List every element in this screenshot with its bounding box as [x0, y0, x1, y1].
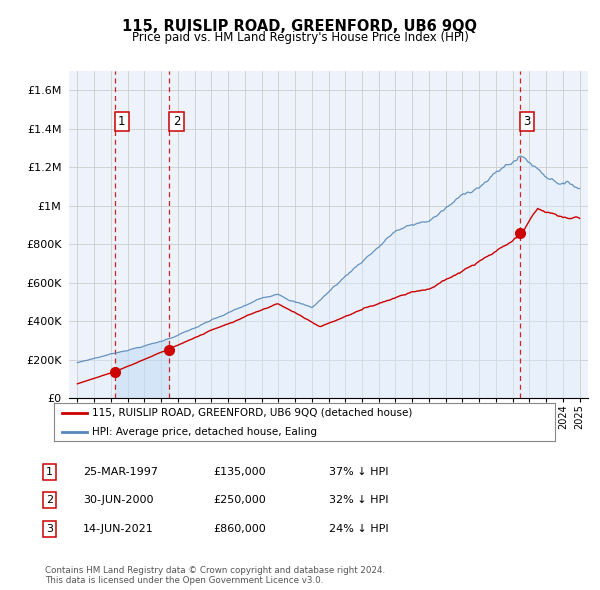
Text: HPI: Average price, detached house, Ealing: HPI: Average price, detached house, Eali… — [92, 427, 317, 437]
Text: Price paid vs. HM Land Registry's House Price Index (HPI): Price paid vs. HM Land Registry's House … — [131, 31, 469, 44]
Text: £250,000: £250,000 — [213, 496, 266, 505]
Text: 25-MAR-1997: 25-MAR-1997 — [83, 467, 158, 477]
Text: 32% ↓ HPI: 32% ↓ HPI — [329, 496, 388, 505]
Text: 1: 1 — [46, 467, 53, 477]
Text: 2: 2 — [46, 496, 53, 505]
Text: 37% ↓ HPI: 37% ↓ HPI — [329, 467, 388, 477]
Text: £860,000: £860,000 — [213, 524, 266, 533]
Text: 30-JUN-2000: 30-JUN-2000 — [83, 496, 154, 505]
Text: Contains HM Land Registry data © Crown copyright and database right 2024.
This d: Contains HM Land Registry data © Crown c… — [45, 566, 385, 585]
Text: 115, RUISLIP ROAD, GREENFORD, UB6 9QQ: 115, RUISLIP ROAD, GREENFORD, UB6 9QQ — [122, 19, 478, 34]
Text: 1: 1 — [118, 115, 125, 128]
Text: 2: 2 — [173, 115, 181, 128]
Text: 115, RUISLIP ROAD, GREENFORD, UB6 9QQ (detached house): 115, RUISLIP ROAD, GREENFORD, UB6 9QQ (d… — [92, 408, 412, 418]
Text: 3: 3 — [46, 524, 53, 533]
Text: £135,000: £135,000 — [213, 467, 266, 477]
Text: 14-JUN-2021: 14-JUN-2021 — [83, 524, 154, 533]
Text: 3: 3 — [524, 115, 531, 128]
Text: 24% ↓ HPI: 24% ↓ HPI — [329, 524, 388, 533]
